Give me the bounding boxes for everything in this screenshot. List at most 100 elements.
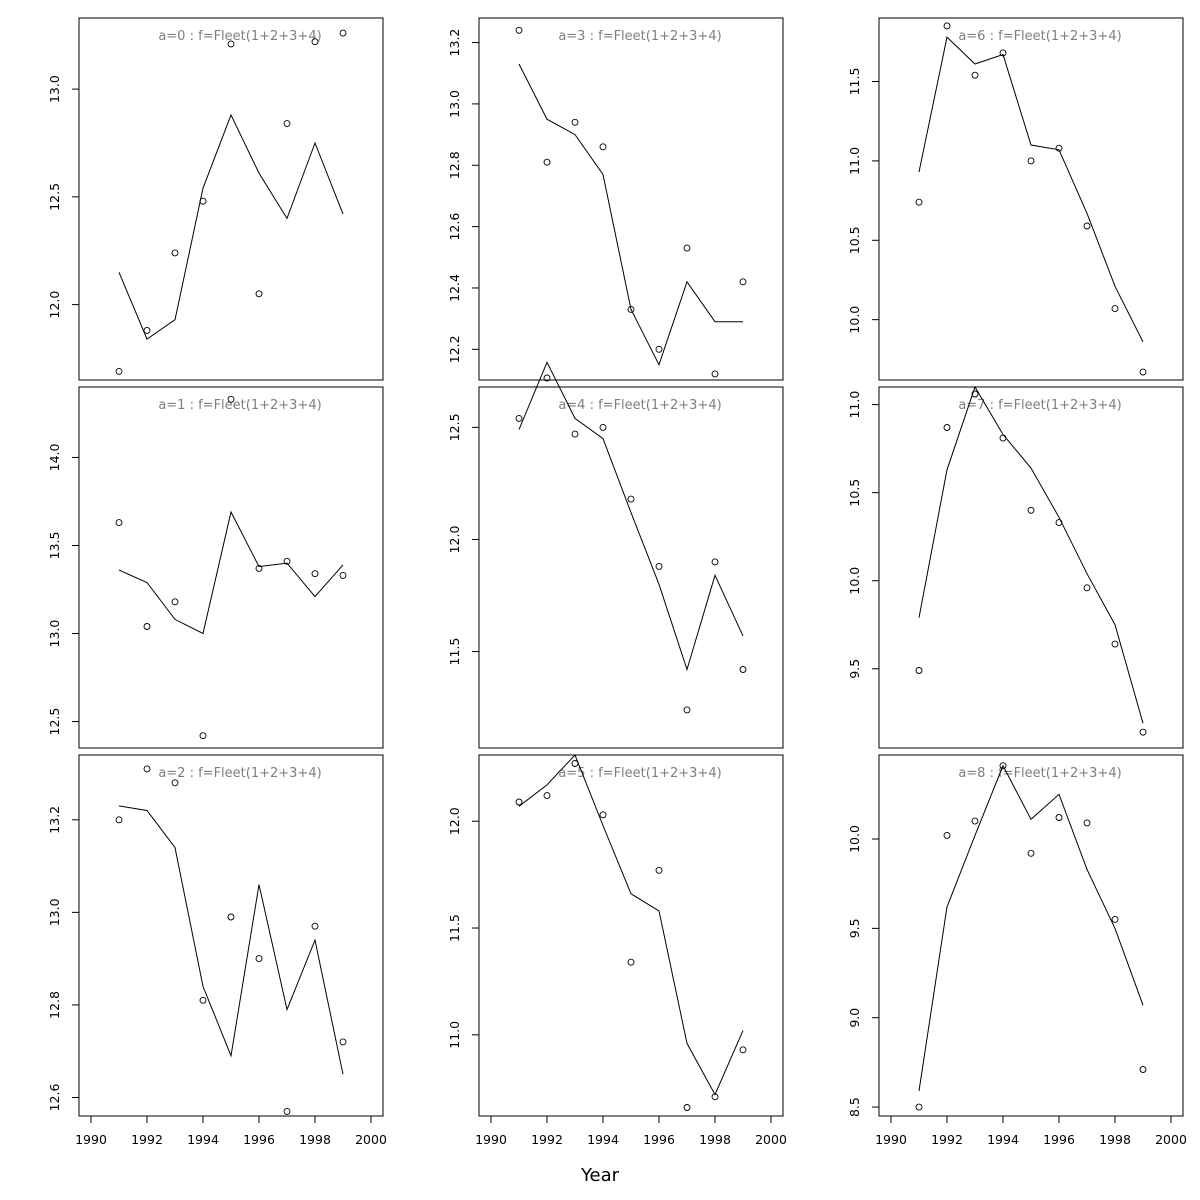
y-tick-label: 12.8 bbox=[447, 151, 462, 179]
x-tick-label: 2000 bbox=[755, 1132, 787, 1147]
observed-point bbox=[311, 922, 319, 930]
x-tick-label: 1996 bbox=[1043, 1132, 1075, 1147]
observed-point bbox=[915, 1103, 923, 1111]
y-tick-label: 12.4 bbox=[447, 274, 462, 302]
panel-6: a=6 : f=Fleet(1+2+3+4) 10.0 10.5 11.0 11.5 bbox=[847, 17, 1184, 381]
observed-point bbox=[571, 118, 579, 126]
panel-frame bbox=[78, 17, 384, 381]
panel-0: a=0 : f=Fleet(1+2+3+4) 12.0 12.5 13.0 bbox=[47, 17, 384, 381]
observed-point bbox=[115, 816, 123, 824]
observed-point bbox=[283, 120, 291, 128]
y-tick-label: 12.6 bbox=[47, 1084, 62, 1112]
observed-point bbox=[199, 996, 207, 1004]
panel-4: a=4 : f=Fleet(1+2+3+4) 11.5 12.0 12.5 bbox=[447, 361, 784, 749]
y-tick-label: 11.5 bbox=[447, 638, 462, 666]
observed-point bbox=[1083, 584, 1091, 592]
observed-point bbox=[999, 434, 1007, 442]
observed-point bbox=[739, 278, 747, 286]
observed-point bbox=[655, 562, 663, 570]
y-tick-label: 13.0 bbox=[47, 898, 62, 926]
x-tick-label: 1994 bbox=[587, 1132, 619, 1147]
observed-point bbox=[1055, 144, 1063, 152]
observed-point bbox=[283, 557, 291, 565]
observed-point bbox=[143, 765, 151, 773]
y-tick-label: 10.5 bbox=[847, 479, 862, 507]
panel-title: a=5 : f=Fleet(1+2+3+4) bbox=[558, 766, 721, 781]
x-tick-label: 2000 bbox=[1155, 1132, 1187, 1147]
observed-point bbox=[683, 244, 691, 252]
observed-point bbox=[1055, 519, 1063, 527]
observed-point bbox=[739, 1046, 747, 1054]
panel-1: a=1 : f=Fleet(1+2+3+4) 12.5 13.0 13.5 14.0 bbox=[47, 386, 384, 749]
y-tick-label: 13.0 bbox=[47, 75, 62, 103]
y-tick-label: 12.0 bbox=[447, 807, 462, 835]
fitted-series-line bbox=[918, 36, 1144, 343]
observed-point bbox=[683, 1104, 691, 1111]
observed-point bbox=[999, 762, 1007, 770]
fitted-series-line bbox=[918, 385, 1144, 724]
x-tick-label: 1990 bbox=[75, 1132, 107, 1147]
observed-point bbox=[543, 374, 551, 382]
panel-7: a=7 : f=Fleet(1+2+3+4) 9.5 10.0 10.5 11.0 bbox=[847, 385, 1184, 749]
observed-point bbox=[571, 430, 579, 438]
observed-point bbox=[1111, 915, 1119, 923]
x-tick-label: 1998 bbox=[299, 1132, 331, 1147]
y-tick-label: 12.2 bbox=[447, 335, 462, 363]
observed-point bbox=[1111, 305, 1119, 313]
panel-frame bbox=[878, 754, 1184, 1117]
observed-point bbox=[1055, 814, 1063, 821]
panel-frame bbox=[478, 386, 784, 749]
observed-point bbox=[683, 706, 691, 714]
observed-point bbox=[627, 495, 635, 503]
panel-frame bbox=[78, 754, 384, 1117]
observed-point bbox=[543, 792, 551, 800]
observed-point bbox=[1139, 368, 1147, 376]
observed-point bbox=[739, 666, 747, 673]
y-tick-label: 10.5 bbox=[847, 226, 862, 254]
observed-point bbox=[227, 395, 235, 403]
x-tick-label: 1994 bbox=[187, 1132, 219, 1147]
observed-point bbox=[1139, 728, 1147, 736]
y-tick-label: 12.5 bbox=[47, 183, 62, 211]
x-tick-label: 1998 bbox=[699, 1132, 731, 1147]
y-tick-label: 14.0 bbox=[47, 443, 62, 471]
fitted-series-line bbox=[918, 764, 1144, 1092]
y-tick-label: 13.0 bbox=[447, 90, 462, 118]
observed-point bbox=[599, 143, 607, 151]
panel-3: a=3 : f=Fleet(1+2+3+4) 12.2 12.4 12.6 12.8 13… bbox=[447, 17, 784, 381]
y-tick-label: 13.2 bbox=[447, 29, 462, 57]
panel-title: a=1 : f=Fleet(1+2+3+4) bbox=[158, 398, 321, 413]
x-axis-label: Year bbox=[580, 1165, 620, 1186]
panel-2: a=2 : f=Fleet(1+2+3+4) 12.6 12.8 13.0 13.2 19… bbox=[47, 754, 387, 1147]
observed-point bbox=[227, 913, 235, 921]
observed-point bbox=[571, 760, 579, 767]
y-tick-label: 11.0 bbox=[847, 147, 862, 175]
observed-point bbox=[515, 414, 523, 422]
panel-8: a=8 : f=Fleet(1+2+3+4) 8.5 9.0 9.5 10.0 1990 1… bbox=[847, 754, 1187, 1147]
y-tick-label: 10.0 bbox=[847, 567, 862, 595]
fitted-series-line bbox=[118, 805, 344, 1075]
panel-frame bbox=[478, 17, 784, 381]
fitted-series-line bbox=[118, 510, 344, 635]
observed-point bbox=[711, 1093, 719, 1101]
observed-point bbox=[199, 732, 207, 740]
observed-point bbox=[1027, 157, 1035, 165]
y-tick-label: 12.0 bbox=[447, 526, 462, 554]
y-tick-label: 10.0 bbox=[847, 825, 862, 853]
y-tick-label: 12.0 bbox=[47, 291, 62, 319]
y-tick-label: 12.6 bbox=[447, 213, 462, 241]
x-tick-label: 1992 bbox=[131, 1132, 163, 1147]
fitted-series-line bbox=[518, 361, 744, 672]
observed-point bbox=[171, 249, 179, 257]
panel-frame bbox=[878, 17, 1184, 381]
panel-frame bbox=[478, 754, 784, 1117]
x-tick-label: 1998 bbox=[1099, 1132, 1131, 1147]
observed-point bbox=[543, 158, 551, 166]
panel-title: a=6 : f=Fleet(1+2+3+4) bbox=[958, 29, 1121, 44]
panel-title: a=2 : f=Fleet(1+2+3+4) bbox=[158, 766, 321, 781]
observed-point bbox=[339, 1038, 347, 1046]
observed-point bbox=[943, 831, 951, 839]
observed-point bbox=[255, 955, 263, 963]
observed-point bbox=[1111, 640, 1119, 648]
